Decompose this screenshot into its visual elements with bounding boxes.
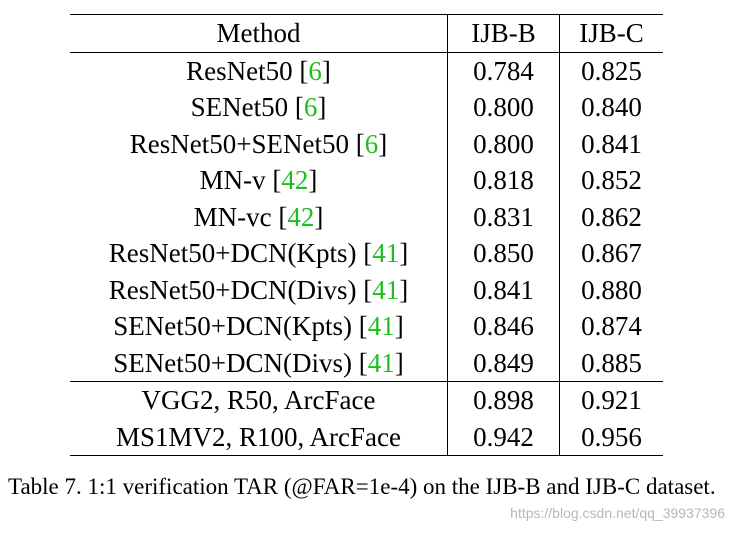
ijb-c-value: 0.852 [581, 165, 642, 195]
citation-link[interactable]: 41 [372, 238, 400, 268]
table-row: MN-v [42] 0.818 0.852 [70, 162, 663, 199]
ijb-b-value: 0.850 [447, 235, 560, 272]
table-row: ResNet50+SENet50 [6] 0.800 0.841 [70, 125, 663, 162]
ijb-c-value: 0.885 [581, 347, 642, 378]
method-cell: VGG2, R50, ArcFace [70, 381, 448, 419]
header-ijb-c: IJB-C [559, 14, 663, 53]
ijb-b-value: 0.849 [447, 344, 560, 382]
method-name: ResNet50+SENet50 [129, 128, 349, 159]
header-ijb-b: IJB-B [447, 14, 560, 53]
ijb-c-value: 0.841 [581, 128, 642, 159]
citation-link[interactable]: 42 [287, 201, 315, 232]
method-name: VGG2, R50, ArcFace [141, 385, 376, 415]
ijb-b-value: 0.841 [447, 271, 560, 308]
header-method: Method [70, 14, 448, 53]
table-row: SENet50+DCN(Divs) [41] 0.849 0.885 [70, 344, 663, 382]
method-cell: ResNet50+SENet50 [6] [70, 125, 448, 162]
results-table: Method IJB-B IJB-C ResNet50 [6] 0.784 0.82… [70, 14, 663, 456]
table-row: ResNet50+DCN(Kpts) [41] 0.850 0.867 [70, 235, 663, 272]
method-cell: SENet50+DCN(Kpts) [41] [70, 308, 448, 345]
method-cell: SENet50 [6] [70, 89, 448, 126]
ijb-c-value: 0.921 [559, 381, 663, 419]
method-name: ResNet50+DCN(Kpts) [108, 238, 357, 268]
table-row: SENet50 [6] 0.800 0.840 [70, 89, 663, 126]
method-cell: SENet50+DCN(Divs) [41] [70, 344, 448, 382]
method-cell: ResNet50+DCN(Kpts) [41] [70, 235, 448, 272]
ijb-c-value: 0.825 [581, 55, 642, 86]
method-name: MS1MV2, R100, ArcFace [116, 421, 401, 452]
method-name: SENet50+DCN(Divs) [113, 347, 352, 378]
citation-link[interactable]: 6 [364, 128, 379, 159]
ijb-c-value: 0.880 [581, 274, 642, 305]
ijb-c-value: 0.867 [581, 238, 642, 268]
table-row: VGG2, R50, ArcFace 0.898 0.921 [70, 381, 663, 419]
method-name: SENet50+DCN(Kpts) [113, 311, 352, 341]
citation-link[interactable]: 41 [367, 347, 395, 378]
method-cell: MS1MV2, R100, ArcFace [70, 418, 448, 456]
ijb-c-value: 0.956 [559, 418, 663, 456]
table-row: ResNet50+DCN(Divs) [41] 0.841 0.880 [70, 271, 663, 308]
ijb-b-value: 0.818 [447, 162, 560, 199]
ijb-b-value: 0.942 [447, 418, 560, 456]
ijb-c-value: 0.862 [581, 201, 642, 232]
method-cell: MN-vc [42] [70, 198, 448, 235]
ijb-b-value: 0.800 [447, 89, 560, 126]
citation-link[interactable]: 6 [303, 92, 318, 122]
ijb-c-value: 0.874 [581, 311, 642, 341]
ijb-c-value: 0.840 [581, 92, 642, 122]
method-cell: ResNet50 [6] [70, 52, 448, 89]
table-caption: Table 7. 1:1 verification TAR (@FAR=1e-4… [8, 474, 716, 499]
method-name: MN-v [199, 165, 266, 195]
header-row: Method IJB-B IJB-C [70, 14, 663, 53]
table-row: MN-vc [42] 0.831 0.862 [70, 198, 663, 235]
ijb-b-value: 0.800 [447, 125, 560, 162]
ijb-b-value: 0.784 [447, 52, 560, 89]
table-row: SENet50+DCN(Kpts) [41] 0.846 0.874 [70, 308, 663, 345]
method-name: ResNet50 [186, 55, 293, 86]
citation-link[interactable]: 6 [308, 55, 322, 86]
table-row: MS1MV2, R100, ArcFace 0.942 0.956 [70, 418, 663, 456]
ijb-b-value: 0.846 [447, 308, 560, 345]
citation-link[interactable]: 42 [281, 165, 309, 195]
ijb-b-value: 0.898 [447, 381, 560, 419]
ijb-b-value: 0.831 [447, 198, 560, 235]
method-name: ResNet50+DCN(Divs) [108, 274, 357, 305]
watermark: https://blog.csdn.net/qq_39937396 [510, 505, 725, 521]
citation-link[interactable]: 41 [372, 274, 400, 305]
method-cell: MN-v [42] [70, 162, 448, 199]
table-row: ResNet50 [6] 0.784 0.825 [70, 52, 663, 89]
method-name: MN-vc [193, 201, 272, 232]
method-name: SENet50 [190, 92, 289, 122]
citation-link[interactable]: 41 [367, 311, 395, 341]
method-cell: ResNet50+DCN(Divs) [41] [70, 271, 448, 308]
table-body: ResNet50 [6] 0.784 0.825 SENet50 [6] 0.800 0.… [70, 52, 663, 456]
